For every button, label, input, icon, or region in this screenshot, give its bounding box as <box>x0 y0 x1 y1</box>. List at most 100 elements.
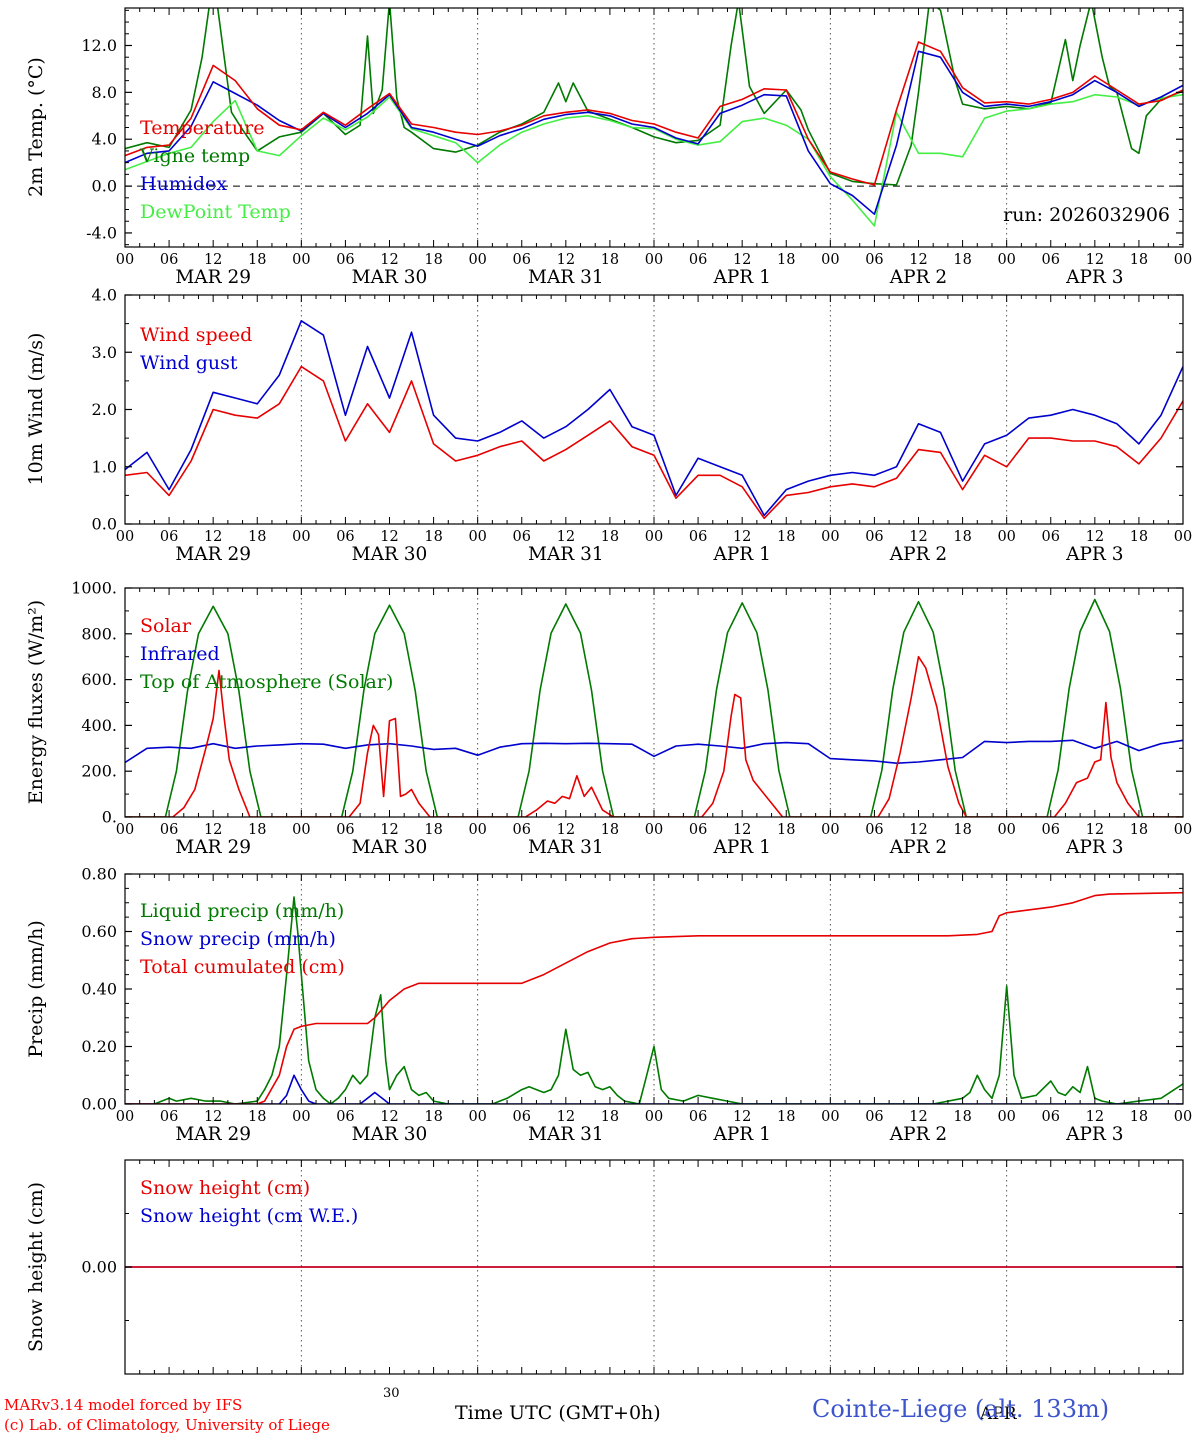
series-solar <box>125 655 1183 817</box>
hour-tick-label: 00 <box>292 1109 310 1125</box>
legend-temperature: Temperature <box>140 117 264 139</box>
hour-tick-label: 12 <box>733 1109 751 1125</box>
run-label: run: 2026032906 <box>1003 204 1170 226</box>
hour-tick-label: 18 <box>424 529 442 545</box>
hour-tick-label: 18 <box>777 529 795 545</box>
day-label: MAR 29 <box>175 837 251 858</box>
legend-solar: Solar <box>140 615 192 637</box>
y-tick-label: 0.0 <box>92 515 117 534</box>
y-tick-label: 0. <box>102 808 117 827</box>
hour-tick-label: 18 <box>1130 529 1148 545</box>
legend-wind-gust: Wind gust <box>140 352 238 374</box>
legend-dewpoint-temp: DewPoint Temp <box>140 201 291 223</box>
hour-tick-label: 06 <box>513 822 531 838</box>
y-tick-label: 0.60 <box>81 922 117 941</box>
hour-tick-label: 18 <box>248 252 266 268</box>
hour-tick-label: 18 <box>777 1109 795 1125</box>
stray-tick-label-apr: APR <box>980 1404 1017 1424</box>
y-axis-label-precip: Precip (mm/h) <box>25 920 47 1058</box>
day-label: APR 2 <box>889 1124 947 1145</box>
hour-tick-label: 06 <box>1042 529 1060 545</box>
day-label: APR 3 <box>1065 1124 1123 1145</box>
series-liquid-precip-mm-h <box>125 896 1183 1104</box>
hour-tick-label: 00 <box>292 252 310 268</box>
day-label: MAR 29 <box>175 267 251 288</box>
hour-tick-label: 00 <box>292 529 310 545</box>
hour-tick-label: 06 <box>1042 252 1060 268</box>
hour-tick-label: 12 <box>1086 252 1104 268</box>
y-axis-label-temp: 2m Temp. (°C) <box>25 57 47 197</box>
hour-tick-label: 18 <box>424 822 442 838</box>
day-label: APR 1 <box>712 544 770 565</box>
hour-tick-label: 12 <box>204 252 222 268</box>
model-credit-line: MARv3.14 model forced by IFS <box>4 1396 243 1414</box>
hour-tick-label: 06 <box>336 822 354 838</box>
hour-tick-label: 18 <box>1130 252 1148 268</box>
legend-wind-speed: Wind speed <box>140 324 252 346</box>
y-axis-label-energy: Energy fluxes (W/m²) <box>25 599 47 805</box>
hour-tick-label: 18 <box>248 529 266 545</box>
hour-tick-label: 00 <box>821 252 839 268</box>
hour-tick-label: 06 <box>513 529 531 545</box>
hour-tick-label: 00 <box>468 529 486 545</box>
y-tick-label: 800. <box>81 624 117 643</box>
hour-tick-label: 12 <box>1086 1109 1104 1125</box>
hour-tick-label: 06 <box>336 1109 354 1125</box>
hour-tick-label: 06 <box>513 1109 531 1125</box>
hour-tick-label: 00 <box>116 529 134 545</box>
y-tick-label: 1.0 <box>92 457 117 476</box>
y-axis-label-snow-height: Snow height (cm) <box>25 1181 47 1353</box>
hour-tick-label: 12 <box>1086 822 1104 838</box>
day-label: APR 1 <box>712 267 770 288</box>
hour-tick-label: 18 <box>248 822 266 838</box>
hour-tick-label: 18 <box>601 252 619 268</box>
legend-total-cumulated-cm: Total cumulated (cm) <box>140 956 345 978</box>
hour-tick-label: 18 <box>601 529 619 545</box>
hour-tick-label: 18 <box>1130 1109 1148 1125</box>
y-tick-label: 1000. <box>71 579 117 598</box>
hour-tick-label: 00 <box>821 1109 839 1125</box>
series-total-cumulated-cm <box>125 891 1183 1104</box>
hour-tick-label: 06 <box>160 529 178 545</box>
hour-tick-label: 12 <box>380 252 398 268</box>
hour-tick-label: 12 <box>204 1109 222 1125</box>
hour-tick-label: 06 <box>336 252 354 268</box>
legend-humidex: Humidex <box>140 173 227 195</box>
hour-tick-label: 06 <box>689 529 707 545</box>
day-label: APR 2 <box>889 837 947 858</box>
series-wind-speed <box>125 365 1183 520</box>
day-label: APR 2 <box>889 544 947 565</box>
hour-tick-label: 18 <box>777 822 795 838</box>
hour-tick-label: 12 <box>557 822 575 838</box>
hour-tick-label: 18 <box>953 252 971 268</box>
legend-vigne-temp: Vigne temp <box>139 145 250 167</box>
legend-snow-height-cm: Snow height (cm) <box>140 1177 310 1199</box>
hour-tick-label: 06 <box>336 529 354 545</box>
series-snow-precip-mm-h <box>125 1074 1183 1104</box>
day-label: MAR 31 <box>528 1124 604 1145</box>
hour-tick-label: 06 <box>689 822 707 838</box>
y-tick-label: -4.0 <box>86 223 117 242</box>
y-tick-label: 8.0 <box>92 83 117 102</box>
day-label: MAR 30 <box>352 1124 428 1145</box>
hour-tick-label: 00 <box>997 822 1015 838</box>
hour-tick-label: 06 <box>160 822 178 838</box>
day-label: MAR 30 <box>352 267 428 288</box>
hour-tick-label: 06 <box>865 822 883 838</box>
hour-tick-label: 06 <box>689 1109 707 1125</box>
hour-tick-label: 00 <box>645 1109 663 1125</box>
y-tick-label: 0.00 <box>81 1258 117 1277</box>
hour-tick-label: 12 <box>909 1109 927 1125</box>
hour-tick-label: 12 <box>733 529 751 545</box>
hour-tick-label: 18 <box>953 1109 971 1125</box>
y-tick-label: 200. <box>81 762 117 781</box>
y-tick-label: 4.0 <box>92 130 117 149</box>
hour-tick-label: 00 <box>116 252 134 268</box>
hour-tick-label: 18 <box>424 252 442 268</box>
hour-tick-label: 12 <box>557 529 575 545</box>
hour-tick-label: 00 <box>645 529 663 545</box>
hour-tick-label: 00 <box>997 529 1015 545</box>
day-label: APR 3 <box>1065 837 1123 858</box>
